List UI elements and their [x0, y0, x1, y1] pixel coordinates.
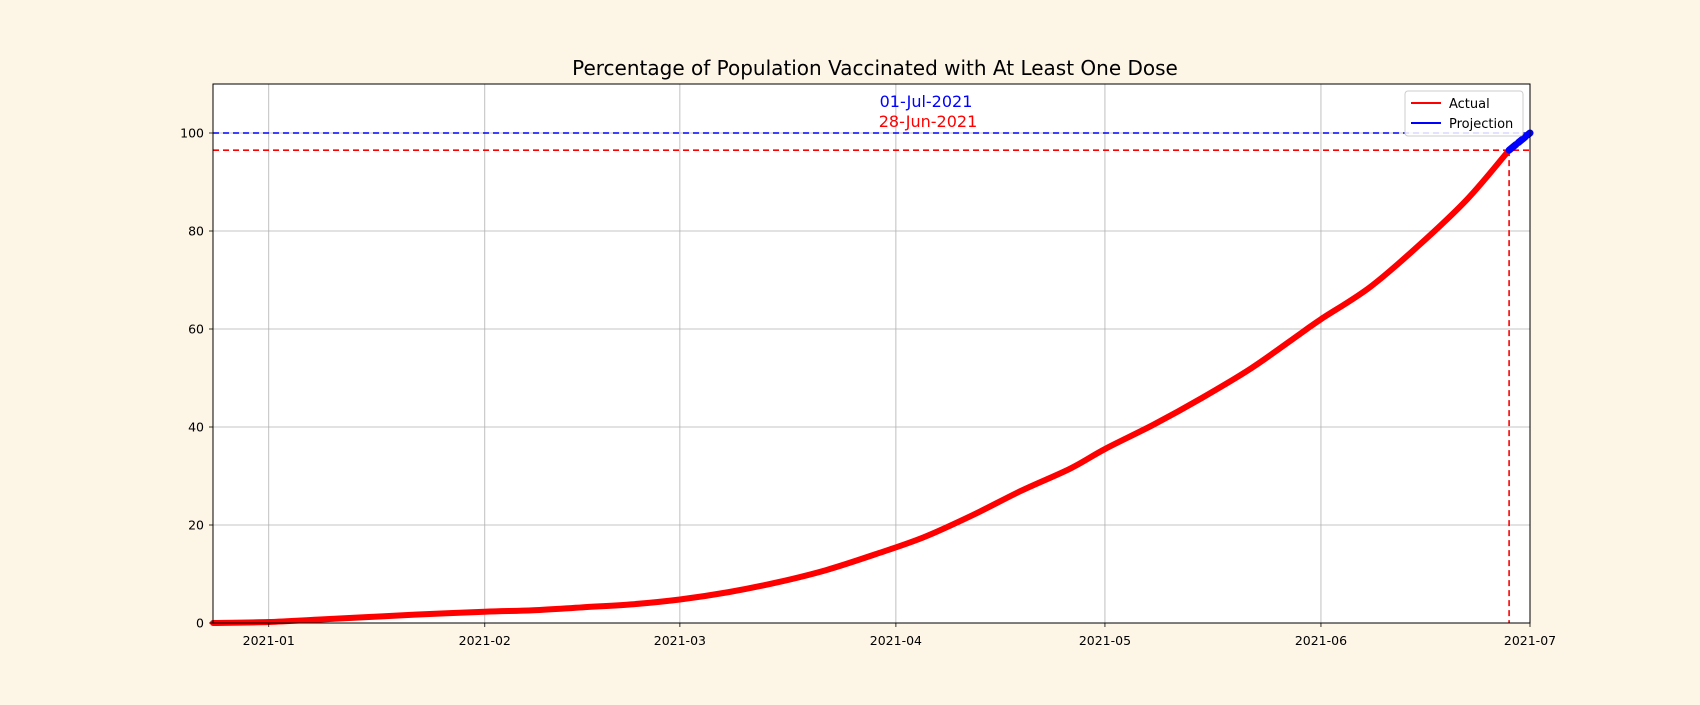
y-tick-label: 40 — [188, 420, 204, 435]
series-line-projection — [1505, 129, 1534, 154]
legend-label-projection: Projection — [1449, 117, 1513, 132]
plot-area — [213, 84, 1530, 623]
series-line-actual — [210, 147, 1513, 626]
x-tick-label: 2021-03 — [654, 633, 706, 648]
grid-layer — [213, 84, 1531, 624]
x-tick-label: 2021-05 — [1079, 633, 1131, 648]
x-tick-label: 2021-04 — [870, 633, 922, 648]
axes-layer: 2021-01 2021-02 2021-03 2021-04 2021-05 2021-… — [180, 83, 1556, 648]
y-tick-label: 60 — [188, 322, 204, 337]
annotation-projection-date: 01-Jul-2021 — [880, 92, 973, 111]
legend-label-actual: Actual — [1449, 97, 1490, 112]
reference-lines — [213, 132, 1530, 623]
annotation-actual-date: 28-Jun-2021 — [879, 112, 978, 131]
legend: Actual Projection — [1404, 90, 1524, 137]
x-tick-label: 2021-01 — [243, 633, 295, 648]
y-tick-label: 100 — [180, 126, 204, 141]
chart-title: Percentage of Population Vaccinated with… — [572, 56, 1178, 80]
x-tick-label: 2021-02 — [459, 633, 511, 648]
y-tick-label: 20 — [188, 518, 204, 533]
y-tick-label: 0 — [196, 616, 204, 631]
series-layer — [210, 129, 1534, 626]
y-tick-label: 80 — [188, 224, 204, 239]
plot-background — [213, 84, 1530, 623]
annotations-layer: 01-Jul-2021 28-Jun-2021 — [879, 92, 978, 131]
plot-frame — [212, 83, 1531, 624]
x-tick-label: 2021-07 — [1504, 633, 1556, 648]
x-tick-label: 2021-06 — [1295, 633, 1347, 648]
